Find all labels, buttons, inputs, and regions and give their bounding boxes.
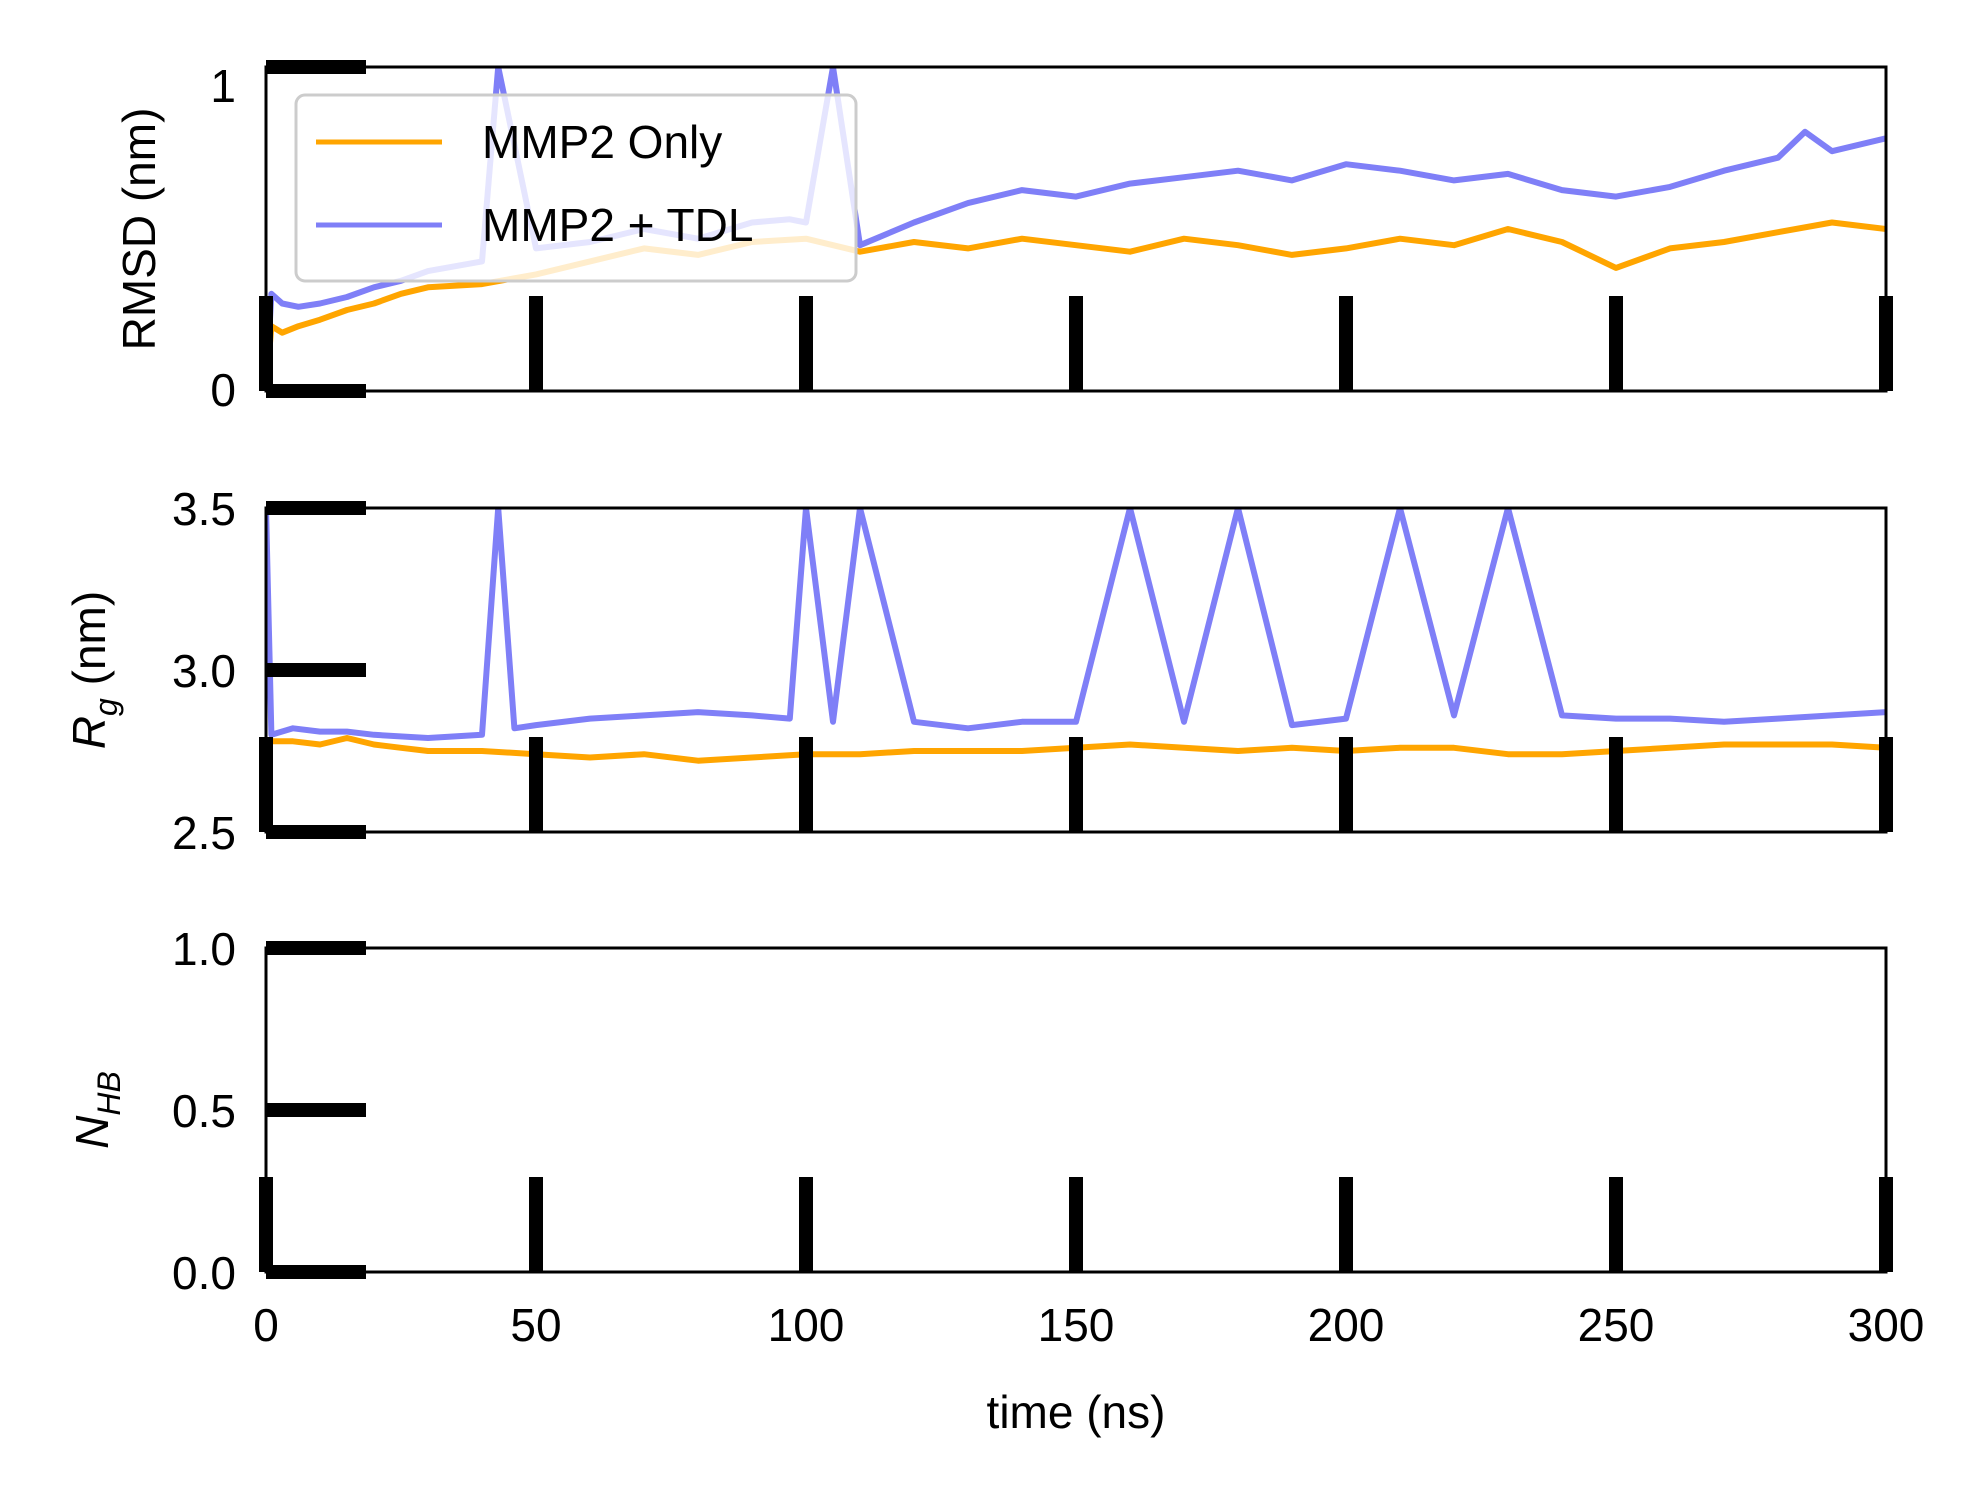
- rmsd-series-mmp2-tdl: [266, 67, 1886, 391]
- rg-ytick-2.5: [266, 825, 366, 839]
- rg-ytick-3.5: [266, 501, 366, 515]
- nhb-ytick-label-2: 1.0: [172, 923, 236, 975]
- rg-series-mmp2-tdl: [266, 508, 1886, 741]
- xtick-label-150: 150: [1038, 1299, 1115, 1351]
- rg-ylabel: Rg (nm): [63, 591, 124, 749]
- rg-xtick-300: [1879, 737, 1893, 832]
- rmsd-panel: 1 0 RMSD (nm) MMP2 Only MMP2 + TDL: [113, 60, 1893, 416]
- xtick-label-0: 0: [253, 1299, 279, 1351]
- rg-xtick-50: [529, 737, 543, 832]
- x-axis-label: time (ns): [987, 1386, 1166, 1438]
- nhb-ytick-1.0: [266, 941, 366, 955]
- nhb-ytick-0.0: [266, 1265, 366, 1279]
- x-axis: 0 50 100 150 200 250 300 time (ns): [253, 1299, 1924, 1438]
- rmsd-ytick-label-0: 0: [210, 364, 236, 416]
- rg-ticks: [259, 501, 1893, 839]
- legend-label-mmp2-tdl: MMP2 + TDL: [482, 199, 753, 251]
- rmsd-series-group: [266, 67, 1886, 391]
- rg-ytick-label-0: 2.5: [172, 807, 236, 859]
- rmsd-xtick-100: [799, 296, 813, 391]
- rg-xtick-250: [1609, 737, 1623, 832]
- nhb-xtick-150: [1069, 1177, 1083, 1272]
- nhb-xtick-300: [1879, 1177, 1893, 1272]
- rmsd-xtick-250: [1609, 296, 1623, 391]
- rg-ytick-label-2: 3.5: [172, 483, 236, 535]
- nhb-xtick-50: [529, 1177, 543, 1272]
- legend-label-mmp2-only: MMP2 Only: [482, 116, 722, 168]
- rg-series-group: [266, 508, 1886, 764]
- rg-panel: 3.5 3.0 2.5 Rg (nm): [63, 483, 1893, 859]
- nhb-ytick-label-1: 0.5: [172, 1085, 236, 1137]
- nhb-ylabel: NHB: [66, 1071, 127, 1149]
- rmsd-xtick-150: [1069, 296, 1083, 391]
- xtick-label-250: 250: [1578, 1299, 1655, 1351]
- nhb-xtick-0: [259, 1177, 273, 1272]
- nhb-xtick-100: [799, 1177, 813, 1272]
- nhb-ytick-label-0: 0.0: [172, 1247, 236, 1299]
- rg-ytick-label-1: 3.0: [172, 645, 236, 697]
- xtick-label-100: 100: [768, 1299, 845, 1351]
- rg-xtick-200: [1339, 737, 1353, 832]
- xtick-label-300: 300: [1848, 1299, 1925, 1351]
- rmsd-ylabel: RMSD (nm): [113, 108, 165, 351]
- nhb-xtick-200: [1339, 1177, 1353, 1272]
- rmsd-xtick-50: [529, 296, 543, 391]
- rg-xtick-100: [799, 737, 813, 832]
- rg-xtick-0: [259, 737, 273, 832]
- nhb-panel: 1.0 0.5 0.0 NHB: [66, 923, 1893, 1299]
- rmsd-ticks: [259, 60, 1893, 398]
- rg-xtick-150: [1069, 737, 1083, 832]
- legend: MMP2 Only MMP2 + TDL: [294, 93, 858, 283]
- rmsd-ytick-0: [266, 384, 366, 398]
- rmsd-ytick-label-1: 1: [210, 60, 236, 112]
- nhb-ytick-0.5: [266, 1103, 366, 1117]
- rmsd-xtick-0: [259, 296, 273, 391]
- rmsd-ytick-1: [266, 60, 366, 74]
- xtick-label-50: 50: [510, 1299, 561, 1351]
- nhb-ticks: [259, 941, 1893, 1279]
- rg-series-mmp2-only: [266, 735, 1886, 764]
- rmsd-xtick-200: [1339, 296, 1353, 391]
- rg-ytick-3.0: [266, 663, 366, 677]
- rmsd-series-mmp2-only: [266, 219, 1886, 391]
- xtick-label-200: 200: [1308, 1299, 1385, 1351]
- nhb-xtick-250: [1609, 1177, 1623, 1272]
- rmsd-xtick-300: [1879, 296, 1893, 391]
